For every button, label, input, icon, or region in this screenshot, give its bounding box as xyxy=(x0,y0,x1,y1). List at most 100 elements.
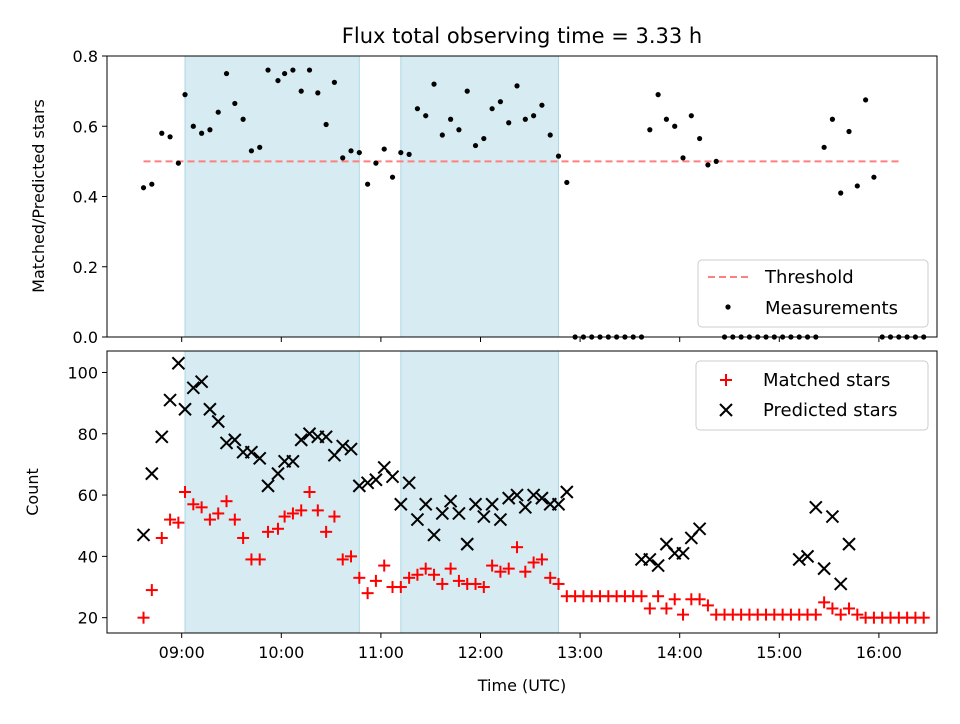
measurement-point xyxy=(489,106,495,112)
matched-star-point xyxy=(851,608,864,621)
chart-title: Flux total observing time = 3.33 h xyxy=(342,24,702,48)
predicted-star-point xyxy=(551,497,566,511)
measurement-point xyxy=(159,130,165,136)
matched-star-point xyxy=(361,587,374,600)
measurement-point xyxy=(373,160,379,166)
predicted-star-point xyxy=(535,491,549,505)
legend-matched-label: Matched stars xyxy=(763,370,890,391)
measurement-point xyxy=(439,132,445,138)
predicted-star-point xyxy=(834,577,848,591)
matched-star-point xyxy=(635,590,648,603)
bottom-shaded-region xyxy=(184,350,360,634)
predicted-star-point xyxy=(271,466,285,481)
predicted-star-point xyxy=(228,433,242,447)
matched-star-point xyxy=(652,590,665,603)
matched-star-point xyxy=(843,602,856,615)
predicted-star-point xyxy=(692,522,707,536)
legend-matched-swatch xyxy=(720,374,732,386)
x-tick-label: 11:00 xyxy=(358,643,404,662)
measurement-point xyxy=(522,116,528,122)
predicted-star-point xyxy=(394,497,408,511)
measurement-point xyxy=(232,100,238,107)
measurement-point xyxy=(863,97,869,103)
predicted-star-point xyxy=(427,528,441,542)
bottom-y-tick-label: 40 xyxy=(78,547,98,566)
predicted-star-point xyxy=(477,509,491,524)
measurement-point xyxy=(199,130,205,136)
predicted-star-point xyxy=(319,430,333,444)
matched-star-point xyxy=(818,596,831,609)
bottom-y-ticks: 20 40 60 80 100 xyxy=(67,363,107,628)
measurement-point xyxy=(298,88,304,94)
predicted-star-point xyxy=(344,442,358,456)
matched-star-point xyxy=(693,593,706,606)
predicted-star-point xyxy=(817,561,831,576)
x-tick-label: 09:00 xyxy=(159,643,205,662)
top-y-tick-label: 0.8 xyxy=(73,47,98,66)
measurement-point xyxy=(821,144,827,150)
matched-star-point xyxy=(145,584,158,597)
measurement-point xyxy=(348,148,354,154)
matched-star-point xyxy=(253,553,266,566)
matched-star-point xyxy=(155,531,168,544)
predicted-star-point xyxy=(502,491,516,505)
matched-star-point xyxy=(271,522,284,535)
predicted-star-point xyxy=(302,427,317,441)
top-legend-box xyxy=(697,259,929,328)
predicted-star-point xyxy=(211,414,225,429)
legend-measurements-swatch xyxy=(725,304,731,310)
measurement-point xyxy=(705,162,711,168)
matched-star-point xyxy=(917,611,930,624)
measurement-point xyxy=(365,181,371,187)
measurement-point xyxy=(555,153,562,159)
matched-star-point xyxy=(544,571,557,584)
measurement-point xyxy=(223,70,230,77)
top-legend: Threshold Measurements xyxy=(697,259,929,328)
predicted-star-point xyxy=(402,476,416,490)
legend-measurements-label: Measurements xyxy=(765,298,898,319)
x-tick-label: 10:00 xyxy=(258,643,304,662)
x-tick-label: 16:00 xyxy=(856,643,902,662)
predicted-star-point xyxy=(842,537,856,551)
predicted-star-point xyxy=(510,488,524,502)
measurement-point xyxy=(871,174,877,180)
measurement-point xyxy=(182,92,188,98)
predicted-star-point xyxy=(792,552,806,567)
predicted-star-point xyxy=(194,374,209,389)
measurement-point xyxy=(207,127,213,133)
measurement-point xyxy=(323,121,329,128)
matched-star-point xyxy=(369,574,382,587)
bottom-panel: 20 40 60 80 100 09:00 10:00 11:00 12:00 13:00 14:… xyxy=(23,350,938,695)
matched-star-point xyxy=(535,553,548,566)
top-y-tick-label: 0.0 xyxy=(73,328,98,347)
predicted-star-point xyxy=(155,430,169,444)
measurement-point xyxy=(140,185,147,191)
matched-star-point xyxy=(394,581,407,594)
matched-star-point xyxy=(172,516,185,529)
predicted-star-point xyxy=(369,473,383,487)
measurement-point xyxy=(713,158,719,164)
predicted-star-point xyxy=(560,485,574,499)
measurement-point xyxy=(472,142,479,149)
matched-star-point xyxy=(237,531,250,544)
measurement-point xyxy=(167,134,173,140)
measurement-point xyxy=(564,179,570,186)
predicted-star-point xyxy=(163,393,177,407)
predicted-star-point xyxy=(485,497,499,511)
bottom-y-axis-label: Count xyxy=(23,468,42,516)
matched-stars-series xyxy=(137,486,930,624)
measurement-point xyxy=(381,146,387,152)
measurement-point xyxy=(531,113,537,119)
measurement-point xyxy=(248,148,255,154)
matched-star-point xyxy=(203,513,216,526)
matched-star-point xyxy=(378,559,391,572)
measurement-point xyxy=(331,79,338,85)
predicted-star-point xyxy=(385,469,400,484)
predicted-star-point xyxy=(360,476,375,490)
top-shaded-region xyxy=(400,55,560,338)
predicted-star-point xyxy=(468,497,483,511)
predicted-star-point xyxy=(518,500,533,515)
predicted-star-point xyxy=(171,356,186,370)
matched-star-point xyxy=(511,541,524,554)
